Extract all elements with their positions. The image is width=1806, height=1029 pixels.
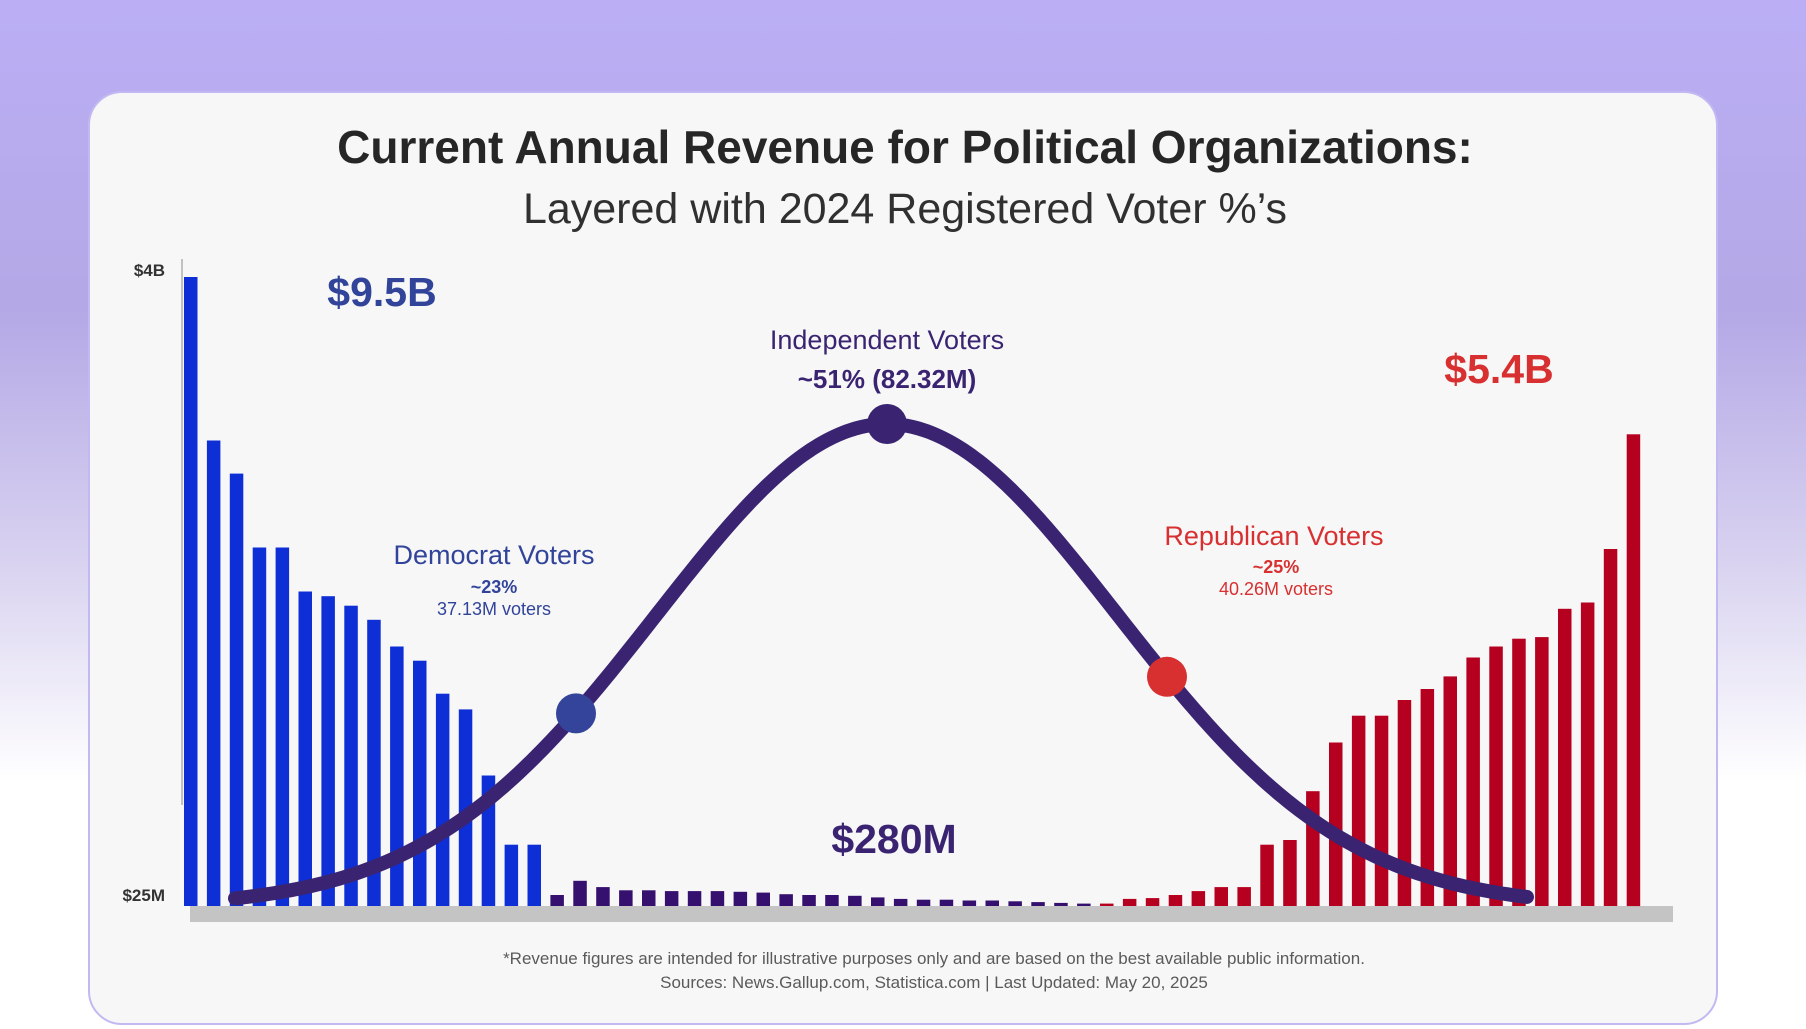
republican-bar-8 bbox=[1260, 844, 1274, 906]
independent-revenue-total: $280M bbox=[831, 816, 956, 862]
y-tick-top: $4B bbox=[134, 261, 165, 280]
independent-bar-4 bbox=[619, 890, 633, 906]
democrat-bar-10 bbox=[390, 646, 404, 906]
republican-bar-5 bbox=[1191, 891, 1206, 906]
y-tick-bottom: $25M bbox=[122, 886, 165, 905]
democrat-bar-9 bbox=[367, 619, 381, 906]
independent-bar-6 bbox=[664, 891, 679, 906]
democrat-bar-11 bbox=[413, 660, 427, 906]
independent-bar-8 bbox=[710, 891, 725, 906]
democrat-bar-16 bbox=[527, 844, 541, 906]
democrat-bar-5 bbox=[275, 547, 290, 906]
democrat-voters-count: 37.13M voters bbox=[437, 599, 551, 619]
republican-voters-marker bbox=[1147, 656, 1187, 697]
independent-bar-22 bbox=[1031, 902, 1045, 906]
independent-bar-12 bbox=[802, 895, 816, 906]
republican-voters-pct: ~25% bbox=[1253, 557, 1300, 577]
republican-bar-7 bbox=[1237, 887, 1251, 906]
republican-bar-13 bbox=[1374, 715, 1389, 906]
republican-bar-14 bbox=[1397, 700, 1412, 906]
republican-bar-9 bbox=[1283, 840, 1297, 906]
democrat-bar-4 bbox=[252, 547, 267, 906]
independent-bar-1 bbox=[550, 895, 564, 906]
republican-bar-24 bbox=[1626, 434, 1641, 907]
republican-bar-17 bbox=[1466, 657, 1480, 906]
independent-bar-24 bbox=[1077, 903, 1091, 906]
republican-bar-12 bbox=[1351, 715, 1366, 906]
republican-bar-4 bbox=[1168, 895, 1183, 906]
democrat-bar-15 bbox=[504, 844, 519, 906]
democrat-bar-6 bbox=[298, 591, 312, 906]
independent-bar-20 bbox=[985, 900, 999, 906]
democrat-bar-3 bbox=[229, 473, 244, 906]
independent-voters-pct: ~51% (82.32M) bbox=[798, 364, 976, 394]
independent-bar-21 bbox=[1008, 901, 1022, 906]
independent-bar-7 bbox=[687, 891, 702, 906]
republican-bar-21 bbox=[1558, 608, 1572, 906]
republican-bar-15 bbox=[1420, 689, 1435, 906]
democrat-bar-7 bbox=[321, 596, 335, 906]
independent-voters-label: Independent Voters bbox=[770, 325, 1004, 355]
chart-subtitle: Layered with 2024 Registered Voter %’s bbox=[523, 185, 1287, 233]
independent-bar-16 bbox=[893, 898, 908, 906]
republican-bar-23 bbox=[1603, 549, 1618, 906]
independent-bar-18 bbox=[939, 899, 954, 906]
independent-bar-23 bbox=[1054, 902, 1068, 906]
chart-card: Current Annual Revenue for Political Org… bbox=[88, 91, 1718, 1025]
independent-bar-3 bbox=[596, 887, 610, 906]
republican-bar-3 bbox=[1145, 898, 1160, 906]
republican-voters-count: 40.26M voters bbox=[1219, 579, 1333, 599]
democrat-voters-pct: ~23% bbox=[471, 577, 518, 597]
independent-bar-10 bbox=[756, 892, 770, 906]
republican-bar-20 bbox=[1535, 637, 1549, 906]
independent-bar-11 bbox=[779, 894, 793, 906]
republican-bar-11 bbox=[1329, 742, 1343, 906]
republican-bar-19 bbox=[1512, 638, 1526, 906]
democrat-revenue-total: $9.5B bbox=[327, 269, 436, 315]
democrat-voters-label: Democrat Voters bbox=[393, 540, 594, 570]
republican-bar-6 bbox=[1214, 887, 1228, 906]
independent-bar-13 bbox=[825, 895, 839, 906]
republican-bar-1 bbox=[1100, 903, 1114, 906]
democrat-bar-2 bbox=[206, 440, 221, 906]
footer-note: *Revenue figures are intended for illust… bbox=[503, 949, 1365, 968]
democrat-bar-8 bbox=[344, 605, 358, 906]
republican-bar-2 bbox=[1122, 898, 1137, 906]
democrat-bar-12 bbox=[435, 693, 450, 906]
independent-bar-17 bbox=[916, 899, 931, 906]
republican-voters-label: Republican Voters bbox=[1164, 521, 1383, 551]
democrat-bar-13 bbox=[458, 709, 473, 906]
independent-bar-15 bbox=[871, 897, 885, 906]
footer-sources: Sources: News.Gallup.com, Statistica.com… bbox=[660, 973, 1208, 992]
independent-bar-14 bbox=[848, 895, 862, 906]
independent-bar-5 bbox=[642, 890, 656, 906]
baseline-bar bbox=[190, 906, 1673, 922]
democrat-bar-1 bbox=[184, 277, 198, 906]
revenue-chart: Current Annual Revenue for Political Org… bbox=[122, 121, 1673, 992]
democrat-voters-marker bbox=[556, 693, 596, 734]
republican-bar-16 bbox=[1443, 676, 1457, 906]
republican-revenue-total: $5.4B bbox=[1444, 346, 1553, 392]
republican-bar-22 bbox=[1580, 602, 1595, 906]
independent-voters-marker bbox=[867, 404, 907, 444]
bar-group bbox=[184, 277, 1641, 907]
independent-bar-19 bbox=[962, 900, 977, 906]
independent-bar-9 bbox=[733, 891, 748, 906]
independent-bar-2 bbox=[573, 880, 587, 906]
chart-title: Current Annual Revenue for Political Org… bbox=[337, 121, 1473, 173]
republican-bar-18 bbox=[1489, 646, 1503, 906]
